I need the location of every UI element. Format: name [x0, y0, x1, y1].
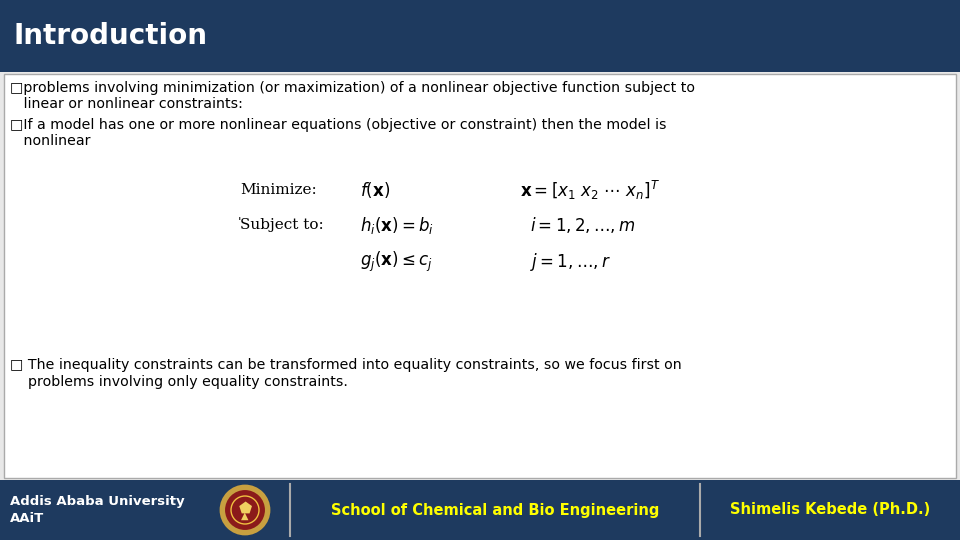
Text: Minimize:: Minimize:	[240, 183, 317, 197]
Circle shape	[221, 486, 269, 534]
Text: ⬟: ⬟	[238, 501, 252, 516]
Text: □ The inequality constraints can be transformed into equality constraints, so we: □ The inequality constraints can be tran…	[10, 358, 682, 372]
Text: problems involving only equality constraints.: problems involving only equality constra…	[10, 375, 348, 389]
Text: ▲: ▲	[241, 511, 249, 521]
FancyBboxPatch shape	[4, 74, 956, 478]
Text: School of Chemical and Bio Engineering: School of Chemical and Bio Engineering	[331, 503, 660, 517]
Text: ': '	[238, 215, 242, 228]
Text: $f(\mathbf{x})$: $f(\mathbf{x})$	[360, 180, 390, 200]
Text: $i = 1, 2, \ldots, m$: $i = 1, 2, \ldots, m$	[530, 215, 636, 235]
FancyBboxPatch shape	[0, 0, 960, 72]
Text: linear or nonlinear constraints:: linear or nonlinear constraints:	[10, 97, 243, 111]
Text: nonlinear: nonlinear	[10, 134, 90, 148]
Text: □If a model has one or more nonlinear equations (objective or constraint) then t: □If a model has one or more nonlinear eq…	[10, 118, 666, 132]
Circle shape	[224, 489, 266, 531]
Text: $h_i(\mathbf{x}) = b_i$: $h_i(\mathbf{x}) = b_i$	[360, 214, 434, 235]
Text: Introduction: Introduction	[14, 22, 208, 50]
Text: $g_j(\mathbf{x}) \leq c_j$: $g_j(\mathbf{x}) \leq c_j$	[360, 250, 433, 274]
FancyBboxPatch shape	[0, 480, 960, 540]
Text: AAiT: AAiT	[10, 511, 44, 524]
Text: $\mathbf{x} = [x_1\ x_2\ \cdots\ x_n]^T$: $\mathbf{x} = [x_1\ x_2\ \cdots\ x_n]^T$	[520, 178, 660, 201]
Text: Shimelis Kebede (Ph.D.): Shimelis Kebede (Ph.D.)	[730, 503, 930, 517]
Text: $j = 1, \ldots, r$: $j = 1, \ldots, r$	[530, 251, 611, 273]
Text: Addis Ababa University: Addis Ababa University	[10, 496, 184, 509]
Text: □problems involving minimization (or maximization) of a nonlinear objective func: □problems involving minimization (or max…	[10, 81, 695, 95]
Text: Subject to:: Subject to:	[240, 218, 324, 232]
